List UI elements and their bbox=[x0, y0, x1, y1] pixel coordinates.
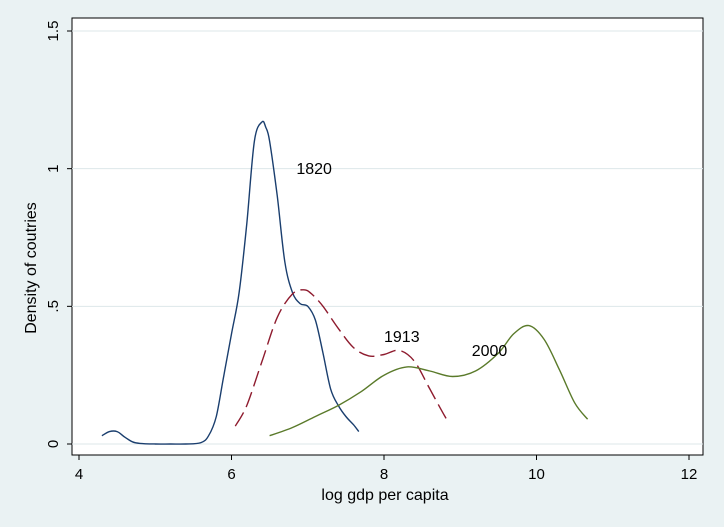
y-tick-label-3: 1.5 bbox=[45, 21, 62, 42]
y-tick-label-1: .5 bbox=[45, 300, 62, 313]
plot-area bbox=[71, 17, 704, 456]
x-tick-label-3: 10 bbox=[528, 466, 545, 483]
series-group bbox=[101, 120, 589, 445]
curve-labels: 1820 1913 2000 bbox=[296, 161, 507, 360]
axes: 0 .5 1 1.5 4 6 8 10 12 bbox=[45, 21, 697, 483]
series-label-1820: 1820 bbox=[296, 161, 332, 178]
y-tick-label-0: 0 bbox=[45, 440, 62, 448]
x-axis-title: log gdp per capita bbox=[321, 487, 448, 504]
x-tick-label-0: 4 bbox=[75, 466, 83, 483]
series-label-2000: 2000 bbox=[472, 343, 508, 360]
series-line-1820 bbox=[101, 120, 360, 445]
series-line-2000 bbox=[269, 324, 589, 437]
y-tick-label-2: 1 bbox=[45, 164, 62, 172]
x-tick-label-2: 8 bbox=[380, 466, 388, 483]
y-axis-title: Density of coutries bbox=[23, 202, 40, 334]
x-tick-label-4: 12 bbox=[681, 466, 698, 483]
series-label-1913: 1913 bbox=[384, 329, 420, 346]
x-tick-label-1: 6 bbox=[227, 466, 235, 483]
gridlines bbox=[72, 30, 703, 445]
